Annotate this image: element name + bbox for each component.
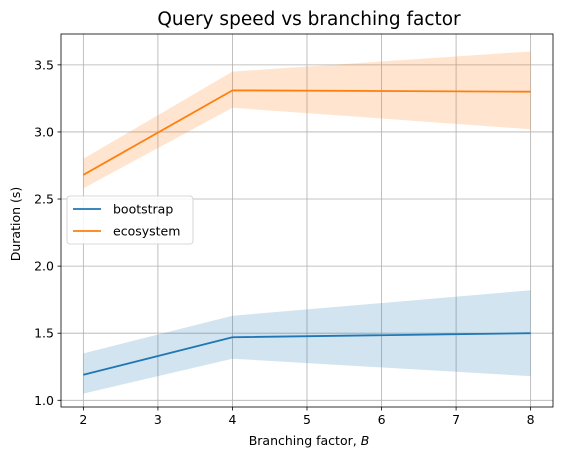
x-tick-label: 4: [228, 412, 236, 427]
legend-label-bootstrap: bootstrap: [113, 202, 173, 217]
axis-ticks: 2 3 4 5 6 7 8 1.0 1.5 2.0 2.5 3.0 3.5: [34, 57, 535, 427]
x-tick-label: 6: [378, 412, 386, 427]
y-tick-label: 2.0: [34, 259, 54, 274]
line-bootstrap: [83, 332, 531, 376]
y-tick-label: 3.5: [34, 57, 54, 72]
y-tick-label: 2.5: [34, 192, 54, 207]
y-tick-label: 1.0: [34, 393, 54, 408]
line-ecosystem: [82, 89, 531, 176]
band-bootstrap: [83, 290, 531, 394]
x-tick-label: 3: [154, 412, 162, 427]
series-lines: [82, 89, 531, 376]
chart-title: Query speed vs branching factor: [157, 9, 461, 30]
y-axis-label: Duration (s): [8, 187, 23, 262]
y-tick-label: 1.5: [34, 326, 54, 341]
band-ecosystem: [83, 51, 531, 189]
y-tick-label: 3.0: [34, 124, 54, 139]
legend-box: [66, 195, 194, 245]
x-tick-label: 2: [79, 412, 87, 427]
x-tick-label: 7: [452, 412, 460, 427]
plot-frame: [60, 33, 554, 408]
confidence-bands: [83, 51, 531, 394]
x-axis-label: Branching factor, B: [249, 433, 370, 448]
x-tick-label: 5: [303, 412, 311, 427]
x-tick-label: 8: [527, 412, 535, 427]
legend-label-ecosystem: ecosystem: [113, 224, 180, 239]
legend: bootstrap ecosystem: [66, 195, 194, 245]
